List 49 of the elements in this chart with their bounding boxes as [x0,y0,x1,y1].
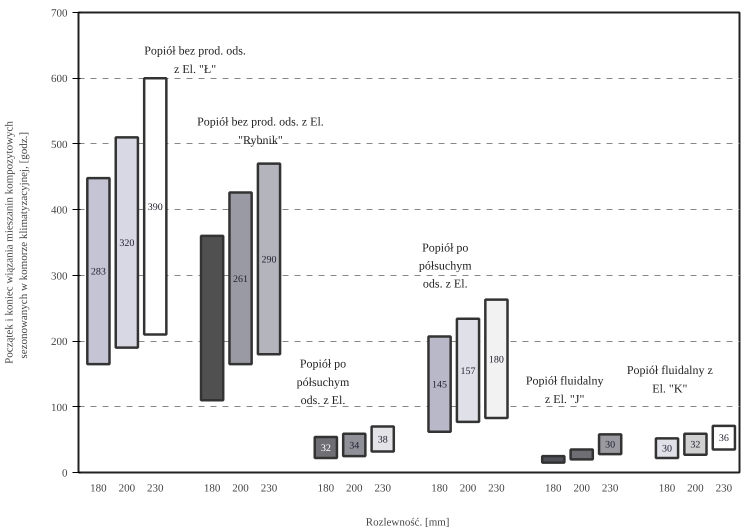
data-label: 30 [605,440,616,451]
data-label: 36 [718,433,729,444]
y-tick-label: 300 [51,270,68,282]
x-tick-label: 200 [346,482,364,494]
data-label: 32 [690,440,700,451]
y-tick-label: 500 [51,138,68,151]
data-label: 30 [662,444,672,455]
x-tick-label: 200 [118,482,136,494]
data-label: 32 [320,443,331,454]
x-tick-label: 180 [318,482,335,494]
annotation: Popiół bez prod. ods. z El. "Rybnik" [197,114,324,147]
y-axis-title: Początek i koniec wiązania mieszanin kompozytowych sezonowanych w komorze klimatyzacyjnej, [godz.] [4,120,30,364]
x-tick-label: 230 [488,482,506,494]
x-tick-label: 230 [260,482,278,494]
data-label: 38 [378,434,388,446]
data-label: 180 [488,354,504,366]
data-label: 290 [261,254,276,266]
x-tick-label: 200 [232,482,250,494]
data-label: 390 [148,202,163,213]
y-tick-label: 0 [62,468,68,480]
annotation: Popiół po półsuchym ods. z El. [418,240,472,291]
annotation: Popiół fluidalny z El. "J" [526,374,604,406]
y-tick-label: 400 [51,204,68,217]
x-tick-label: 200 [687,482,704,494]
data-label: 157 [460,366,476,377]
data-label: 283 [90,266,106,278]
data-label: 145 [432,380,448,391]
x-tick-label: 230 [374,482,392,494]
annotation: Popiół fluidalny z El. "K" [626,363,713,396]
annotation: Popiół bez prod. ods. z El. "Ł" [144,44,246,76]
x-tick-label: 180 [658,482,676,494]
x-tick-label: 180 [90,482,108,494]
x-tick-label: 230 [602,482,619,494]
x-axis-title: Rozlewność. [mm] [366,516,450,528]
data-label: 320 [119,238,134,249]
x-tick-label: 180 [545,482,562,494]
x-tick-label: 180 [431,482,448,494]
x-tick-label: 230 [147,482,164,494]
y-tick-label: 200 [51,336,68,348]
x-tick-label: 230 [716,482,733,494]
y-tick-label: 600 [51,73,68,86]
x-tick-label: 200 [460,482,477,494]
y-tick-label: 100 [51,402,68,414]
annotation: Popiół po półsuchym ods. z El. [296,356,350,408]
data-label: 261 [233,274,248,285]
y-tick-label: 700 [51,8,68,20]
data-label: 34 [349,440,360,452]
x-tick-label: 180 [204,482,221,494]
x-tick-label: 200 [573,482,590,494]
